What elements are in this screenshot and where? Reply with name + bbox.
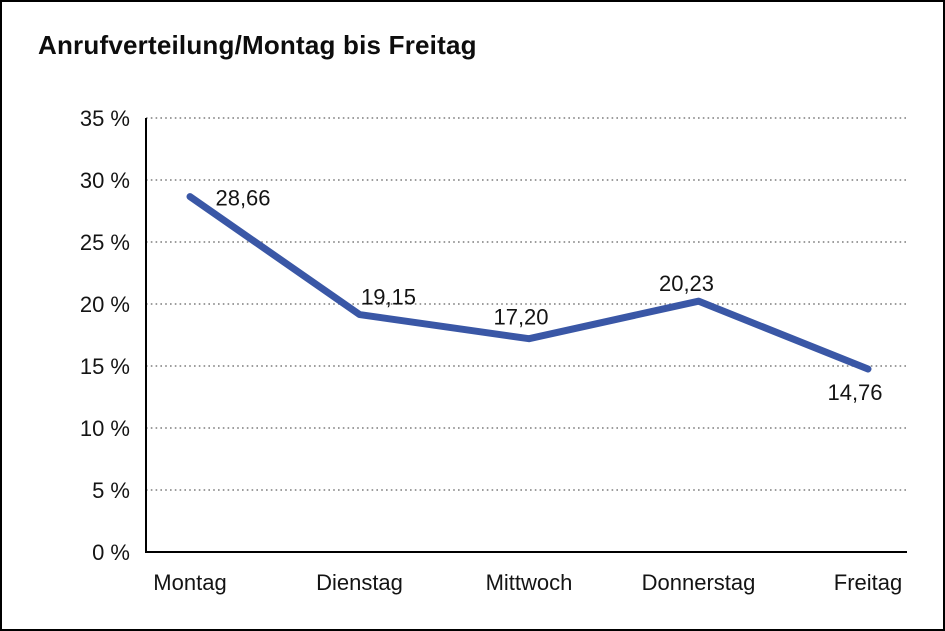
y-axis-tick-label: 25 % bbox=[80, 230, 130, 255]
y-axis-tick-label: 15 % bbox=[80, 354, 130, 379]
y-axis-tick-label: 30 % bbox=[80, 168, 130, 193]
y-axis-tick-label: 0 % bbox=[92, 540, 130, 565]
x-axis-category-label: Donnerstag bbox=[642, 570, 756, 595]
data-point-label: 17,20 bbox=[493, 305, 548, 330]
data-point-label: 14,76 bbox=[827, 380, 882, 405]
x-axis-category-label: Mittwoch bbox=[486, 570, 573, 595]
y-axis-tick-label: 35 % bbox=[80, 106, 130, 131]
y-axis-tick-label: 5 % bbox=[92, 478, 130, 503]
data-series-line bbox=[186, 193, 872, 373]
y-axis-tick-label: 10 % bbox=[80, 416, 130, 441]
y-axis-tick-label: 20 % bbox=[80, 292, 130, 317]
data-point-label: 28,66 bbox=[215, 186, 270, 211]
x-axis-category-label: Montag bbox=[153, 570, 226, 595]
chart-title: Anrufverteilung/Montag bis Freitag bbox=[38, 30, 477, 60]
x-axis-category-label: Freitag bbox=[834, 570, 902, 595]
data-point-label: 20,23 bbox=[659, 271, 714, 296]
data-point-label: 19,15 bbox=[361, 285, 416, 310]
x-axis-category-label: Dienstag bbox=[316, 570, 403, 595]
